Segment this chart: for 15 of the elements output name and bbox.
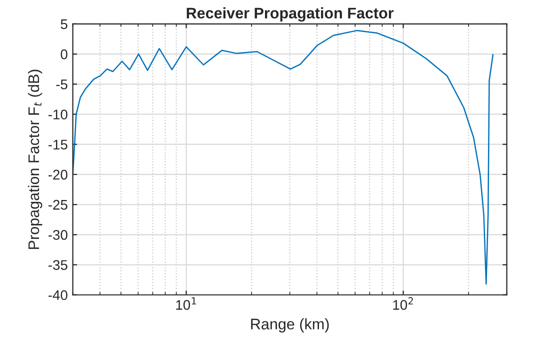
y-tick-label: -25 bbox=[48, 200, 68, 210]
y-tick-label: -5 bbox=[56, 80, 68, 90]
y-tick-label: -30 bbox=[48, 230, 68, 240]
y-tick-label: -40 bbox=[48, 290, 68, 300]
y-tick-label: 5 bbox=[60, 19, 68, 30]
y-tick-label: -35 bbox=[48, 260, 68, 270]
chart-title: Receiver Propagation Factor bbox=[186, 7, 394, 22]
x-tick-label: 10$^{2}$ bbox=[393, 297, 413, 310]
y-tick-label: -20 bbox=[48, 170, 68, 180]
x-tick-label: 10$^{1}$ bbox=[176, 297, 196, 310]
y-tick-label: -10 bbox=[48, 110, 68, 120]
y-tick-label: -15 bbox=[48, 140, 68, 150]
y-tick-label: 0 bbox=[60, 49, 68, 60]
x-axis-title: Range (km) bbox=[251, 318, 329, 332]
y-axis-title: Propagation Factor F$_{t}$ (dB) bbox=[28, 70, 42, 249]
